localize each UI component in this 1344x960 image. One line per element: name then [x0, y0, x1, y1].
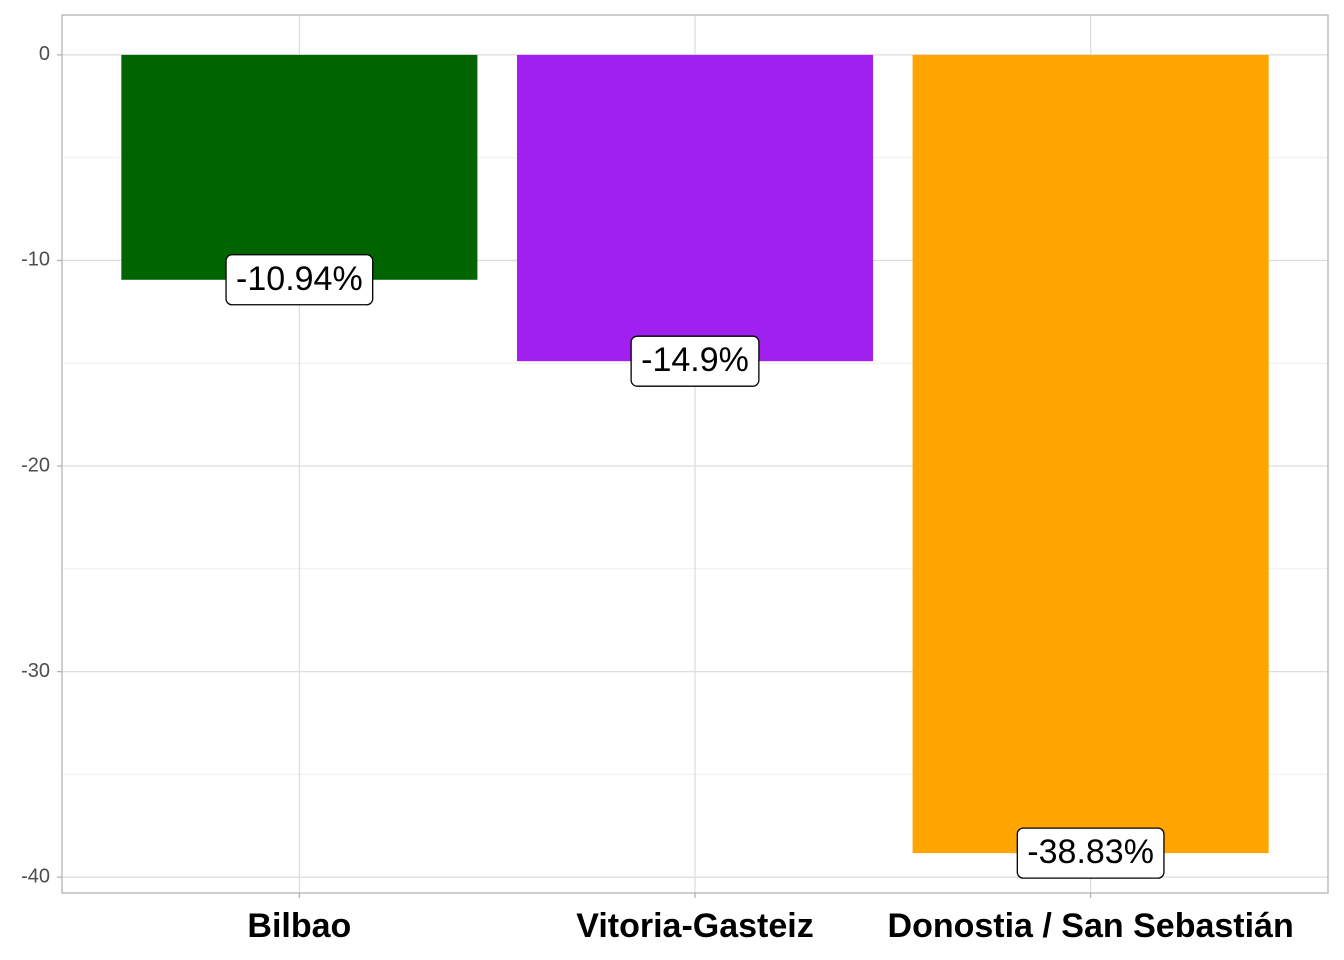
bar	[121, 54, 478, 280]
label-box	[1016, 827, 1165, 879]
y-tick-label: -30	[21, 660, 50, 682]
bar	[912, 54, 1269, 854]
value-label-box	[1016, 827, 1165, 879]
y-tick-label: 0	[39, 43, 50, 65]
y-tick-label: -20	[21, 454, 50, 476]
y-tick-label: -10	[21, 249, 50, 271]
label-box	[225, 254, 374, 306]
x-tick-label: Bilbao	[247, 907, 351, 945]
x-tick-label: Donostia / San Sebastián	[888, 907, 1294, 945]
label-box	[630, 335, 760, 387]
value-label-box	[630, 335, 760, 387]
value-label: -38.83%	[1027, 833, 1154, 871]
value-label: -14.9%	[641, 341, 749, 379]
bar	[516, 54, 874, 362]
y-tick-label: -40	[21, 865, 50, 887]
panel-border	[61, 14, 1329, 894]
value-label: -10.94%	[236, 260, 363, 298]
value-label-box	[225, 254, 374, 306]
x-tick-label: Vitoria-Gasteiz	[576, 907, 813, 945]
